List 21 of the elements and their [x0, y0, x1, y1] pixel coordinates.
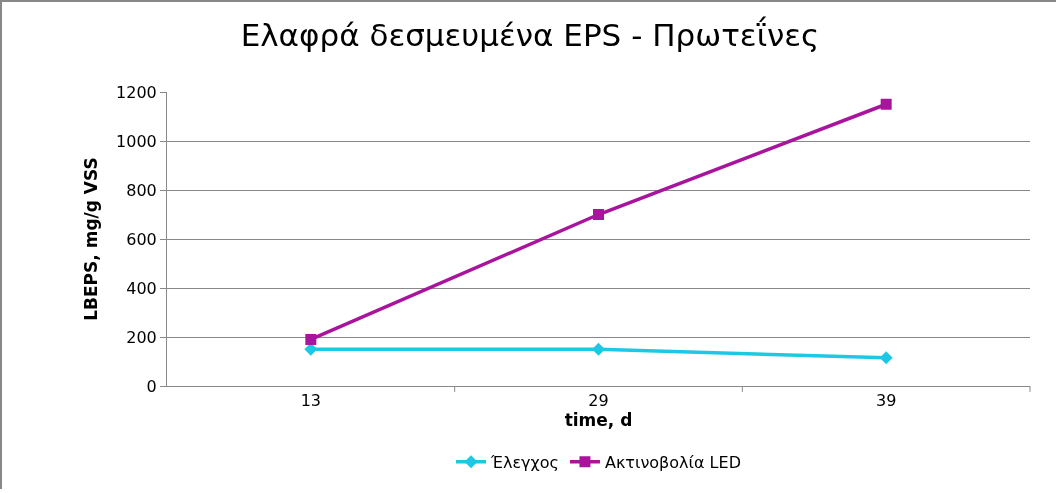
- point: [592, 342, 605, 356]
- point: [305, 333, 317, 345]
- point: [879, 351, 893, 365]
- y-tick-label: 400: [126, 278, 157, 298]
- y-tick-label: 800: [126, 180, 157, 200]
- chart-title: Ελαφρά δεσμευμένα EPS - Πρωτεΐνες: [240, 15, 820, 53]
- y-tick-label: 1000: [116, 131, 157, 151]
- y-tick-label: 0: [146, 376, 157, 396]
- point: [593, 209, 604, 220]
- x-tick-label: 13: [300, 391, 322, 411]
- y-tick-label: 600: [126, 229, 157, 249]
- y-tick-label: 200: [126, 327, 157, 347]
- y-axis-title: LBEPS, mg/g VSS: [80, 157, 101, 321]
- x-tick-label: 29: [588, 391, 609, 411]
- x-axis-title: time, d: [564, 410, 633, 431]
- point: [304, 342, 318, 356]
- legend-label: Έλεγχος: [490, 452, 559, 472]
- point: [880, 98, 892, 110]
- x-tick-label: 39: [875, 391, 897, 411]
- y-tick-label: 1200: [116, 82, 157, 102]
- legend-label: Ακτινοβολία LED: [604, 452, 741, 472]
